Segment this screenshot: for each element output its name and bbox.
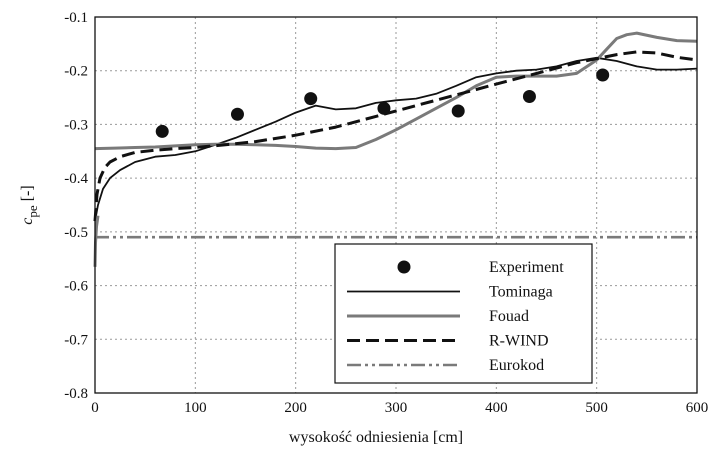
- x-tick-label: 400: [485, 400, 508, 416]
- legend-label-experiment: Experiment: [489, 259, 564, 276]
- legend-label-r-wind: R-WIND: [489, 333, 549, 350]
- legend-label-fouad: Fouad: [489, 308, 529, 325]
- x-tick-label: 100: [184, 400, 207, 416]
- series-line-r-wind: [93, 50, 698, 222]
- y-tick-label: -0.6: [64, 279, 88, 295]
- legend-entries: Experiment Tominaga Fouad R-WIND Eurokod: [347, 259, 564, 374]
- y-tick-label: -0.7: [64, 332, 88, 348]
- legend: Experiment Tominaga Fouad R-WIND Eurokod: [334, 243, 593, 384]
- legend-box: [334, 243, 593, 384]
- x-axis-title: wysokość odniesienia [cm]: [289, 429, 463, 446]
- experiment-point: [596, 68, 610, 82]
- y-tick-label: -0.4: [64, 171, 88, 187]
- experiment-point: [304, 92, 318, 106]
- x-tick-label: 600: [686, 400, 709, 416]
- y-axis-title: cpe [-]: [19, 185, 40, 224]
- y-tick-label: -0.2: [64, 64, 88, 80]
- experiment-point: [230, 107, 244, 121]
- x-tick-label: 500: [585, 400, 608, 416]
- legend-marker-experiment: [397, 260, 411, 274]
- y-axis-title-unit: [-]: [19, 185, 36, 205]
- svg-text:cpe [-]: cpe [-]: [19, 185, 40, 224]
- experiment-point: [377, 101, 391, 115]
- experiment-point: [451, 104, 465, 118]
- x-tick-label: 300: [385, 400, 408, 416]
- legend-label-eurokod: Eurokod: [489, 357, 544, 374]
- y-tick-label: -0.5: [64, 225, 88, 241]
- legend-label-tominaga: Tominaga: [489, 284, 553, 301]
- y-axis-title-subscript: pe: [25, 205, 40, 218]
- y-axis-title-symbol: c: [19, 218, 36, 225]
- experiment-point: [522, 89, 536, 103]
- plot-frame: [94, 16, 698, 394]
- x-tick-label: 0: [91, 400, 99, 416]
- series-line-fouad: [94, 31, 698, 151]
- x-tick-label: 200: [284, 400, 307, 416]
- y-tick-label: -0.1: [64, 10, 88, 26]
- y-tick-label: -0.3: [64, 117, 88, 133]
- series-layer: [93, 31, 698, 267]
- y-tick-label: -0.8: [64, 386, 88, 402]
- tick-labels: 0 100 200 300 400 500 600 -0.8 -0.7 -0.6 -0.5 -0.4 -…: [64, 10, 708, 416]
- experiment-point: [155, 124, 169, 138]
